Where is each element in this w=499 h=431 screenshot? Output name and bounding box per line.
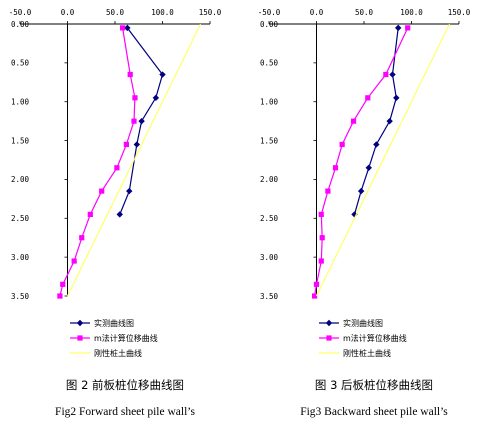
series-line-2 bbox=[66, 23, 202, 297]
legend-label: m法计算位移曲线 bbox=[343, 333, 407, 343]
data-point bbox=[373, 141, 380, 148]
data-point bbox=[332, 165, 339, 171]
data-point bbox=[159, 71, 166, 78]
data-point bbox=[350, 118, 357, 124]
data-point bbox=[351, 211, 358, 218]
data-point bbox=[99, 188, 105, 194]
data-point bbox=[313, 281, 320, 287]
y-tick-label: 1.00 bbox=[11, 98, 30, 107]
data-point bbox=[116, 211, 123, 218]
caption-cn: 图 2 前板桩位移曲线图 bbox=[65, 378, 185, 392]
data-point bbox=[389, 71, 396, 78]
x-tick-label: 100.0 bbox=[151, 8, 174, 17]
y-tick-label: 2.00 bbox=[11, 175, 30, 184]
data-point bbox=[127, 71, 133, 78]
data-point bbox=[365, 95, 371, 101]
data-point bbox=[383, 71, 389, 78]
legend-label: 刚性桩土曲线 bbox=[94, 348, 142, 358]
y-tick-label: 3.50 bbox=[11, 292, 30, 301]
data-point bbox=[120, 25, 126, 31]
data-point bbox=[405, 25, 411, 31]
y-tick-label: 1.00 bbox=[260, 98, 279, 107]
data-point bbox=[123, 141, 129, 148]
chart-panel-back: -50.0 0.0 50.0 100.0 150.0 0.00 0.50 1.00 1.50 2.… bbox=[249, 0, 499, 431]
legend-label: m法计算位移曲线 bbox=[94, 333, 158, 343]
x-tick-label: 100.0 bbox=[400, 8, 423, 17]
chart-panel-front: -50.0 0.0 50.0 100.0 150.0 0.00 0.50 1.00 1.50 2.… bbox=[9, 8, 222, 418]
legend-marker bbox=[325, 319, 333, 327]
data-point bbox=[386, 117, 393, 125]
data-point bbox=[339, 141, 345, 148]
data-point bbox=[132, 95, 138, 101]
series-line-2 bbox=[315, 23, 451, 297]
legend-marker bbox=[77, 335, 83, 341]
legend-label: 实测曲线图 bbox=[343, 318, 383, 328]
data-point bbox=[57, 293, 63, 299]
y-tick-label: 3.00 bbox=[11, 253, 30, 262]
y-tick-label: 0.50 bbox=[11, 59, 30, 68]
y-tick-label: 3.50 bbox=[260, 292, 279, 301]
data-point bbox=[71, 258, 77, 264]
data-point bbox=[312, 293, 318, 299]
y-tick-label: 2.50 bbox=[11, 214, 30, 223]
data-point bbox=[138, 117, 145, 125]
y-tick-label: 2.00 bbox=[260, 175, 279, 184]
data-point bbox=[365, 164, 372, 171]
data-point bbox=[131, 118, 137, 124]
legend-marker bbox=[76, 319, 84, 327]
x-tick-label: 50.0 bbox=[106, 8, 125, 17]
data-point bbox=[318, 211, 324, 217]
legend-label: 刚性桩土曲线 bbox=[343, 348, 391, 358]
caption-cn: 图 3 后板桩位移曲线图 bbox=[314, 378, 434, 392]
data-point bbox=[325, 188, 331, 194]
series-line-1 bbox=[59, 27, 136, 297]
data-point bbox=[152, 94, 160, 102]
series-line-0 bbox=[353, 27, 399, 215]
y-tick-label: 3.00 bbox=[260, 253, 279, 262]
x-tick-label: 0.0 bbox=[61, 8, 75, 17]
data-point bbox=[133, 141, 141, 148]
x-tick-label: -50.0 bbox=[9, 8, 32, 17]
data-point bbox=[395, 24, 402, 32]
data-point bbox=[126, 187, 133, 195]
x-tick-label: 50.0 bbox=[355, 8, 374, 17]
y-tick-label: 2.50 bbox=[260, 214, 279, 223]
series-line-1 bbox=[314, 27, 409, 297]
data-point bbox=[87, 211, 93, 217]
back-pile-chart: -50.0 0.0 50.0 100.0 150.00.000.501.001.502.… bbox=[258, 8, 471, 358]
y-tick-label: 0.50 bbox=[260, 59, 279, 68]
caption-en: Fig3 Backward sheet pile wall’s bbox=[300, 406, 448, 418]
data-point bbox=[393, 94, 400, 102]
y-tick-label: 1.50 bbox=[11, 136, 30, 145]
data-point bbox=[124, 24, 131, 32]
x-tick-label: 150.0 bbox=[448, 8, 471, 17]
caption-en: Fig2 Forward sheet pile wall’s bbox=[55, 406, 195, 418]
legend-label: 实测曲线图 bbox=[94, 318, 134, 328]
data-point bbox=[79, 235, 85, 241]
data-point bbox=[318, 258, 324, 264]
data-point bbox=[60, 281, 66, 287]
data-point bbox=[319, 235, 325, 241]
x-tick-label: -50.0 bbox=[258, 8, 281, 17]
legend-marker bbox=[326, 335, 332, 341]
x-tick-label: 0.0 bbox=[310, 8, 324, 17]
front-pile-chart: -50.0 0.0 50.0 100.0 150.00.000.501.001.502.… bbox=[9, 8, 222, 358]
data-point bbox=[114, 165, 120, 171]
data-point bbox=[357, 187, 365, 195]
y-tick-label: 1.50 bbox=[260, 136, 279, 145]
x-tick-label: 150.0 bbox=[199, 8, 222, 17]
